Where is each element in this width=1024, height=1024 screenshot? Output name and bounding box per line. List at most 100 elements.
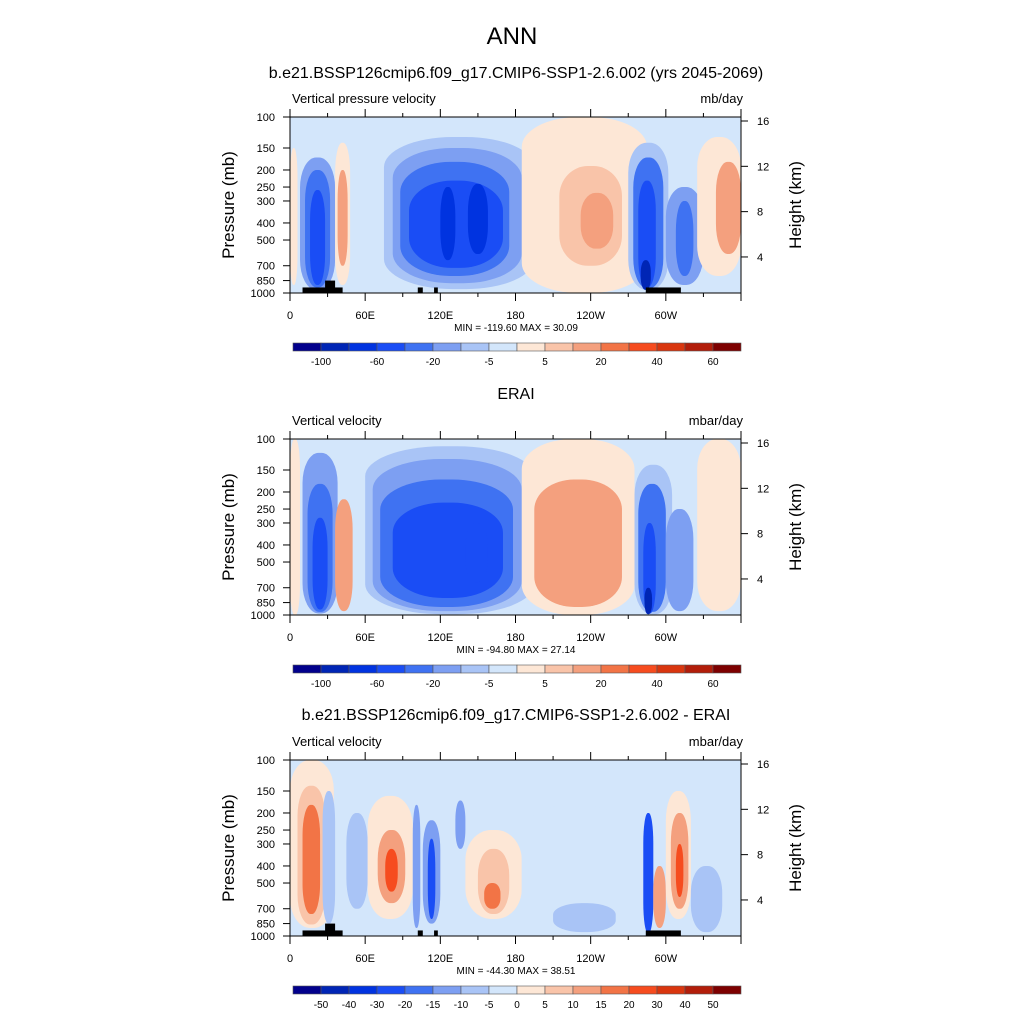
x-tick-label: 120E (427, 310, 453, 322)
contour-region (290, 439, 301, 615)
colorbar-label: -50 (314, 1000, 329, 1011)
colorbar-swatch (376, 985, 406, 995)
colorbar-swatch (600, 664, 630, 674)
colorbar-swatch (348, 985, 378, 995)
topography-mask (417, 287, 423, 293)
colorbar-label: 60 (707, 679, 719, 690)
contour-region (638, 180, 656, 288)
topography-mask (434, 287, 438, 293)
x-tick-label: 0 (287, 310, 293, 322)
contour-region (335, 499, 353, 612)
contour-region (534, 479, 622, 607)
topography-mask (645, 287, 681, 293)
y-tick-label: 250 (257, 182, 275, 194)
colorbar-swatch (432, 664, 462, 674)
contour-region (302, 804, 321, 915)
topography-mask (645, 930, 681, 936)
y-right-tick-label: 16 (757, 438, 769, 450)
y-tick-label: 500 (257, 235, 275, 247)
y-right-tick-label: 4 (757, 895, 763, 907)
contour-region (312, 517, 328, 610)
panel-units-label: mbar/day (689, 734, 744, 749)
colorbar-swatch (292, 985, 322, 995)
y-right-tick-label: 4 (757, 574, 763, 586)
contour-region (665, 509, 694, 612)
contour-region (484, 883, 501, 909)
y-tick-label: 850 (257, 276, 275, 288)
panel-units-label: mbar/day (689, 413, 744, 428)
colorbar-swatch (656, 664, 686, 674)
x-tick-label: 0 (287, 632, 293, 644)
y-tick-label: 300 (257, 196, 275, 208)
panel-units-label: mb/day (700, 91, 743, 106)
colorbar-label: 40 (651, 357, 663, 368)
contour-region (290, 147, 298, 285)
x-tick-label: 180 (506, 310, 524, 322)
contour-region (310, 190, 326, 285)
contour-region (553, 903, 616, 933)
colorbar-label: -5 (485, 1000, 494, 1011)
y-tick-label: 200 (257, 487, 275, 499)
min-max-stats: MIN = -44.30 MAX = 38.51 (457, 966, 576, 977)
y-axis-title: Pressure (mb) (219, 794, 238, 902)
y-right-axis-title: Height (km) (786, 804, 805, 892)
colorbar-swatch (404, 664, 434, 674)
colorbar-swatch (516, 985, 546, 995)
contour-region (640, 260, 651, 290)
topography-mask (325, 923, 336, 936)
colorbar-label: -30 (370, 1000, 385, 1011)
x-tick-label: 60E (355, 310, 375, 322)
colorbar-label: -20 (426, 679, 441, 690)
colorbar-label: -5 (485, 679, 494, 690)
y-tick-label: 700 (257, 261, 275, 273)
y-tick-label: 1000 (251, 610, 275, 622)
topography-mask (302, 930, 343, 936)
contour-field (290, 117, 741, 293)
contour-region (440, 187, 456, 261)
y-tick-label: 850 (257, 598, 275, 610)
panel-variable-label: Vertical velocity (292, 734, 382, 749)
y-tick-label: 500 (257, 878, 275, 890)
y-right-tick-label: 16 (757, 759, 769, 771)
colorbar-swatch (516, 342, 546, 352)
colorbar-swatch (600, 985, 630, 995)
y-tick-label: 700 (257, 583, 275, 595)
y-tick-label: 250 (257, 504, 275, 516)
colorbar-swatch (376, 664, 406, 674)
topography-mask (302, 287, 343, 293)
colorbar-label: -20 (426, 357, 441, 368)
y-right-tick-label: 8 (757, 207, 763, 219)
contour-region (653, 865, 666, 928)
contour-region (675, 200, 694, 276)
colorbar-swatch (712, 985, 742, 995)
colorbar-swatch (544, 985, 574, 995)
colorbar-swatch (488, 985, 518, 995)
contour-region (644, 587, 653, 615)
panel-1: Vertical pressure velocity mb/day 0 60E 120E… (219, 91, 805, 368)
y-right-tick-label: 12 (757, 483, 769, 495)
colorbar-swatch (600, 342, 630, 352)
y-tick-label: 400 (257, 861, 275, 873)
contour-region (455, 800, 466, 849)
contour-region (346, 812, 368, 909)
y-right-tick-label: 8 (757, 850, 763, 862)
colorbar-swatch (320, 664, 350, 674)
colorbar-swatch (376, 342, 406, 352)
colorbar-swatch (348, 664, 378, 674)
x-tick-label: 120W (576, 632, 605, 644)
y-tick-label: 200 (257, 808, 275, 820)
colorbar-swatch (320, 985, 350, 995)
colorbar-swatch (348, 342, 378, 352)
colorbar-swatch (628, 664, 658, 674)
x-tick-label: 60E (355, 632, 375, 644)
colorbar-swatch (656, 342, 686, 352)
topography-mask (325, 280, 336, 293)
figure-subtitle: b.e21.BSSP126cmip6.f09_g17.CMIP6-SSP1-2.… (269, 65, 764, 82)
y-tick-label: 400 (257, 218, 275, 230)
y-tick-label: 1000 (251, 931, 275, 943)
colorbar-swatch (404, 985, 434, 995)
x-tick-label: 60W (655, 953, 678, 965)
colorbar-swatch (488, 342, 518, 352)
colorbar-swatch (516, 664, 546, 674)
panel-variable-label: Vertical velocity (292, 413, 382, 428)
